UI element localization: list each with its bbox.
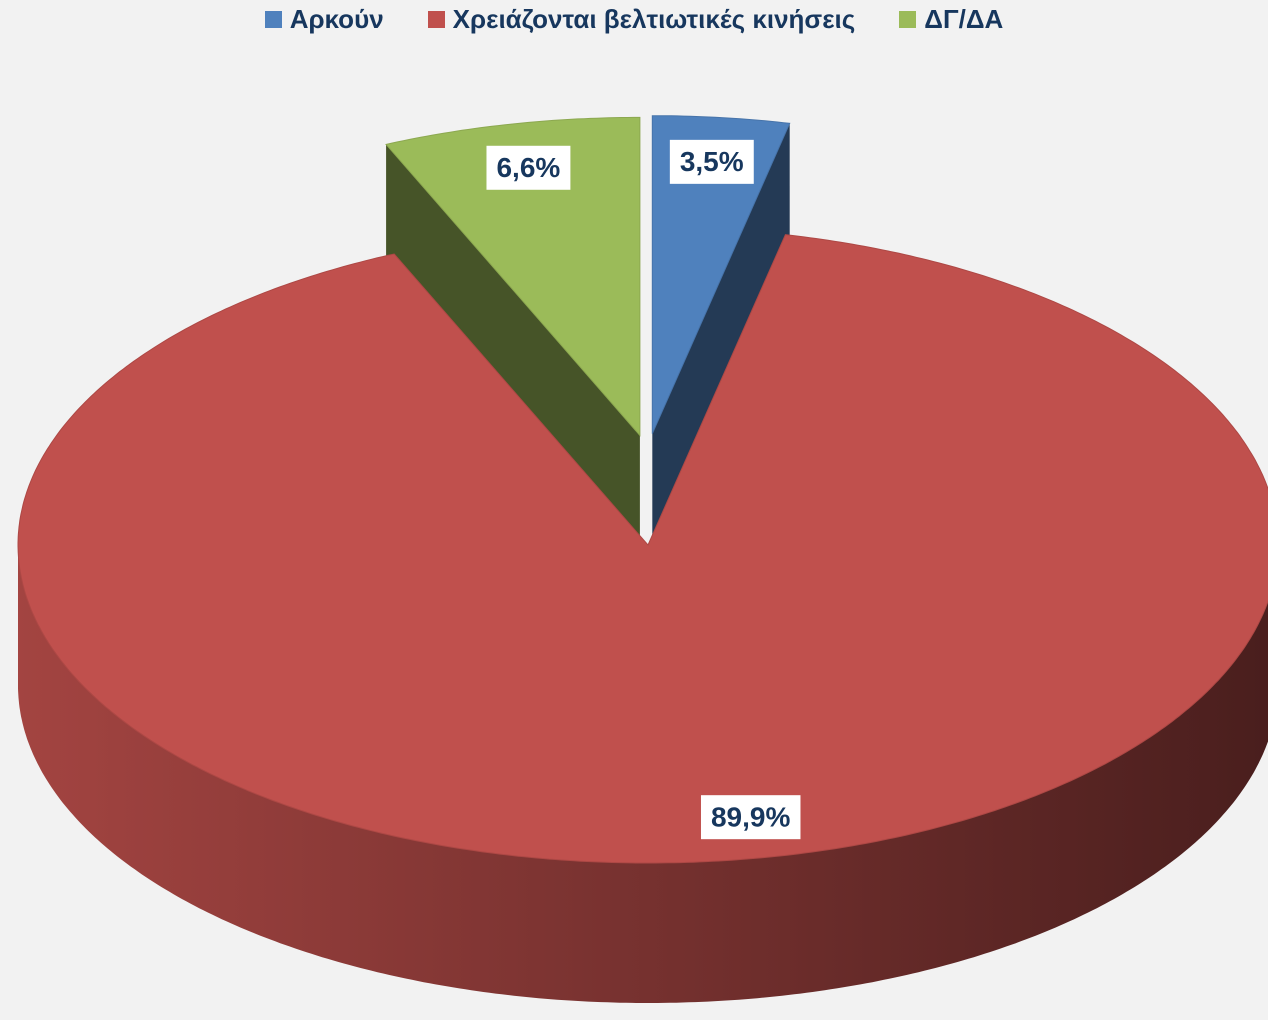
slice-top	[651, 115, 791, 434]
slice	[17, 234, 1268, 1003]
data-label: 89,9%	[711, 802, 790, 833]
legend-item: ΔΓ/ΔΑ	[899, 4, 1003, 35]
slice-side	[18, 545, 1268, 1003]
slice-top	[385, 116, 641, 437]
legend-swatch	[899, 11, 917, 28]
legend-swatch	[264, 11, 282, 28]
data-label-bg	[669, 139, 754, 184]
legend: Αρκούν Χρειάζονται βελτιωτικές κινήσεις ΔΓ…	[0, 4, 1268, 35]
legend-item: Αρκούν	[264, 4, 384, 35]
slice-top	[17, 234, 1268, 864]
legend-item: Χρειάζονται βελτιωτικές κινήσεις	[427, 4, 856, 35]
legend-label: Αρκούν	[289, 4, 384, 34]
data-label: 6,6%	[496, 152, 560, 183]
data-label-bg	[700, 795, 801, 840]
data-label: 3,5%	[680, 146, 744, 177]
legend-swatch	[427, 11, 445, 28]
data-label-bg	[486, 145, 571, 190]
legend-label: Χρειάζονται βελτιωτικές κινήσεις	[452, 4, 856, 34]
legend-label: ΔΓ/ΔΑ	[924, 4, 1004, 34]
